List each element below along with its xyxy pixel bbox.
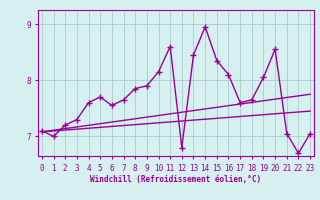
X-axis label: Windchill (Refroidissement éolien,°C): Windchill (Refroidissement éolien,°C): [91, 175, 261, 184]
